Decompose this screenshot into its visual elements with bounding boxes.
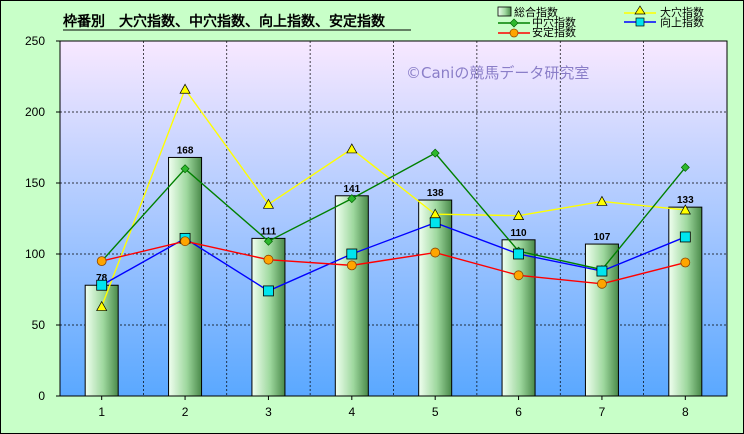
x-tick-label: 1 bbox=[98, 405, 105, 419]
y-tick-label: 0 bbox=[38, 389, 45, 403]
marker-square bbox=[596, 265, 608, 277]
marker-triangle bbox=[512, 209, 525, 221]
legend-swatch-sogo bbox=[497, 6, 512, 17]
legend: 総合指数 大穴指数 中穴指数 向上指数 安定指数 bbox=[497, 5, 704, 39]
marker-diamond bbox=[180, 164, 190, 174]
marker-triangle bbox=[679, 204, 691, 215]
y-tick-label: 150 bbox=[25, 176, 45, 190]
legend-diamond-icon bbox=[509, 18, 519, 28]
marker-circle bbox=[263, 254, 274, 265]
y-tick-label: 250 bbox=[25, 34, 45, 48]
marker-square bbox=[346, 248, 358, 260]
marker-diamond bbox=[680, 162, 690, 172]
legend-label-kojo: 向上指数 bbox=[660, 15, 704, 29]
marker-triangle bbox=[96, 300, 108, 311]
bar-sogo bbox=[334, 195, 369, 397]
marker-square bbox=[96, 279, 108, 291]
marker-square bbox=[263, 285, 274, 297]
legend-circle-icon bbox=[509, 28, 519, 38]
bar-sogo bbox=[168, 156, 203, 397]
line-diamond bbox=[101, 152, 686, 271]
x-tick-label: 4 bbox=[348, 405, 355, 419]
marker-circle bbox=[180, 236, 190, 247]
marker-triangle bbox=[179, 83, 191, 94]
legend-square-icon bbox=[635, 17, 645, 27]
bar-sogo bbox=[501, 239, 536, 397]
marker-circle bbox=[513, 270, 524, 281]
y-tick-label: 50 bbox=[32, 318, 46, 332]
bar-data-label: 141 bbox=[343, 184, 360, 195]
marker-triangle bbox=[596, 195, 608, 206]
marker-circle bbox=[96, 256, 107, 267]
bar-data-label: 78 bbox=[96, 273, 108, 284]
line-triangle bbox=[101, 87, 686, 307]
marker-circle bbox=[346, 260, 357, 271]
bar-data-label: 168 bbox=[177, 145, 194, 156]
marker-circle bbox=[597, 278, 607, 289]
x-tick-label: 5 bbox=[432, 405, 439, 419]
y-tick-label: 200 bbox=[25, 105, 45, 119]
watermark-text: ©Caniの競馬データ研究室 bbox=[406, 64, 589, 82]
legend-label-chuketsu: 中穴指数 bbox=[532, 15, 576, 29]
legend-label-antei: 安定指数 bbox=[532, 25, 576, 39]
marker-square bbox=[429, 217, 441, 229]
bar-sogo bbox=[418, 199, 453, 397]
chart-title: 枠番別 大穴指数、中穴指数、向上指数、安定指数 bbox=[63, 13, 386, 30]
x-tick-label: 3 bbox=[265, 405, 272, 419]
line-circle bbox=[101, 240, 686, 285]
bar-data-label: 133 bbox=[677, 195, 694, 206]
x-tick-label: 6 bbox=[515, 405, 522, 419]
y-tick-label: 100 bbox=[25, 247, 45, 261]
marker-circle bbox=[680, 257, 691, 268]
marker-diamond bbox=[263, 236, 273, 246]
bar-series: 78 168 111 141 138 110 107 133 bbox=[84, 145, 703, 397]
x-tick-label: 2 bbox=[182, 405, 189, 419]
x-tick-label: 7 bbox=[599, 405, 606, 419]
bar-data-label: 138 bbox=[427, 188, 444, 199]
marker-circle bbox=[430, 247, 441, 258]
marker-square bbox=[679, 231, 691, 243]
x-tick-label: 8 bbox=[682, 405, 689, 419]
marker-square bbox=[513, 248, 524, 260]
line-square bbox=[101, 222, 686, 292]
bar-data-label: 107 bbox=[594, 232, 611, 243]
bar-data-label: 111 bbox=[261, 226, 277, 237]
marker-triangle bbox=[262, 198, 275, 209]
legend-triangle-icon bbox=[634, 5, 646, 15]
marker-diamond bbox=[430, 148, 440, 158]
marker-diamond bbox=[347, 194, 357, 204]
bar-data-label: 110 bbox=[510, 228, 527, 239]
legend-label-daiketsu: 大穴指数 bbox=[660, 5, 704, 19]
legend-label-sogo: 総合指数 bbox=[514, 5, 558, 19]
marker-triangle bbox=[346, 143, 358, 154]
line-series bbox=[96, 83, 691, 311]
